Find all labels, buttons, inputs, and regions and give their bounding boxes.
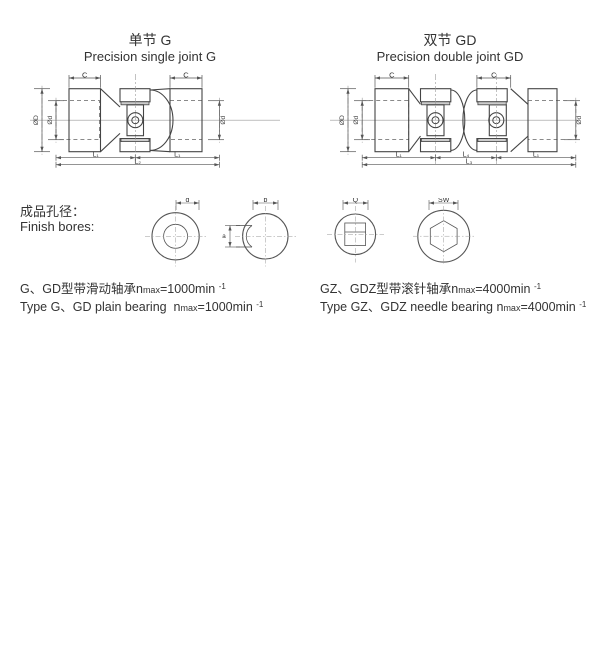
- svg-text:C: C: [82, 71, 88, 80]
- svg-text:Ød: Ød: [220, 115, 227, 124]
- svg-text:ØD: ØD: [33, 115, 40, 125]
- svg-text:Ød: Ød: [576, 115, 583, 124]
- svg-text:L₁: L₁: [533, 152, 540, 159]
- svg-text:L₂: L₂: [134, 159, 141, 166]
- svg-text:C: C: [183, 71, 189, 80]
- svg-text:L₄: L₄: [463, 152, 470, 159]
- svg-text:L₁: L₁: [92, 152, 99, 159]
- svg-text:d: d: [186, 198, 190, 204]
- svg-text:C: C: [389, 71, 395, 80]
- svg-text:b: b: [264, 198, 268, 204]
- svg-text:L₁: L₁: [174, 152, 181, 159]
- svg-text:a: a: [222, 233, 226, 240]
- svg-text:L₁: L₁: [396, 152, 403, 159]
- svg-text:Ød: Ød: [47, 115, 54, 124]
- svg-text:Ød: Ød: [353, 115, 360, 124]
- svg-text:ØD: ØD: [339, 115, 346, 125]
- svg-text:L₃: L₃: [466, 159, 473, 166]
